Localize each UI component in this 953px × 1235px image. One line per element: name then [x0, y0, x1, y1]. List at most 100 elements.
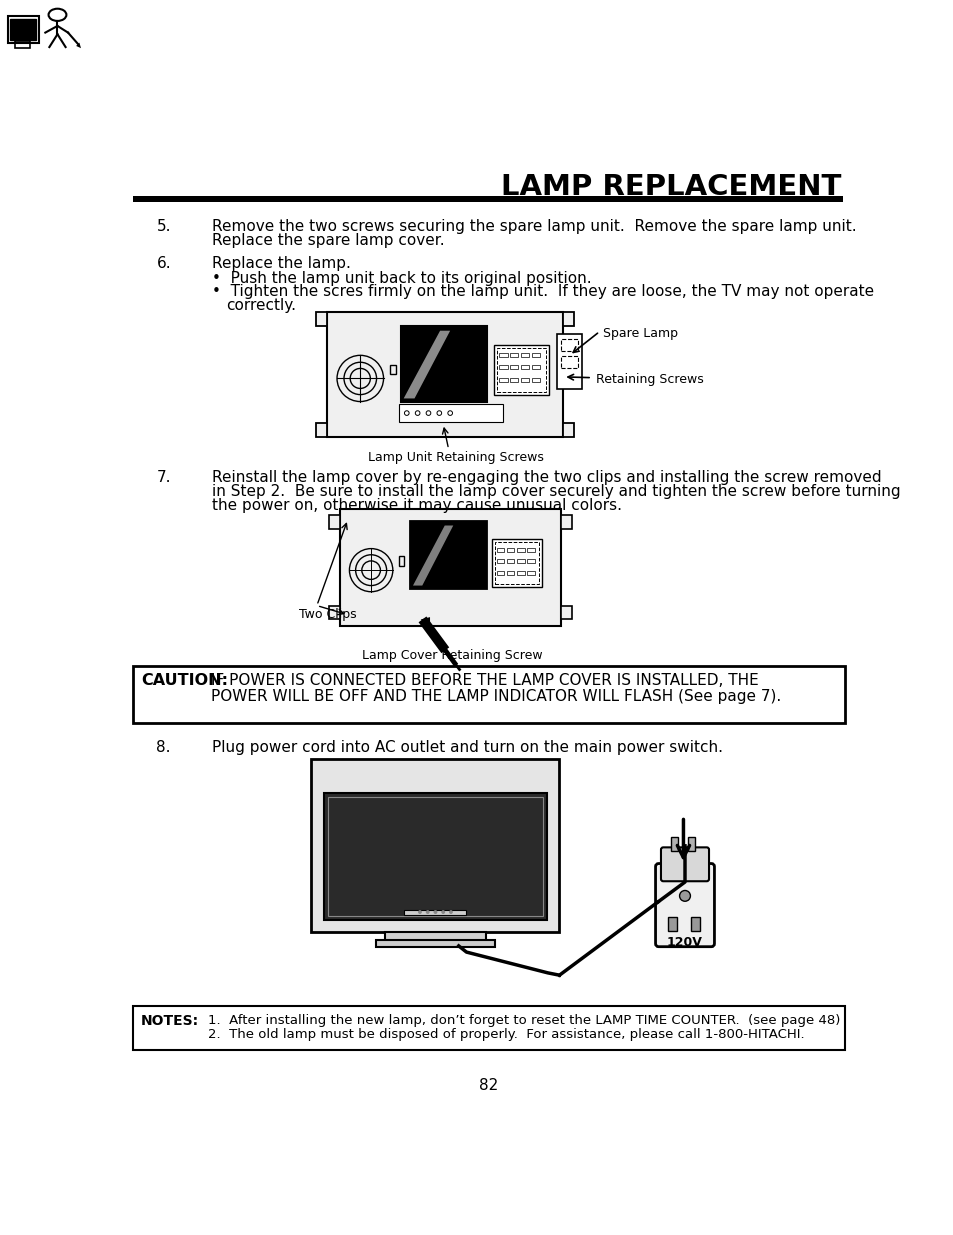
- Text: correctly.: correctly.: [226, 299, 295, 314]
- Bar: [133, 196, 842, 203]
- Bar: [323, 793, 546, 920]
- Bar: [404, 910, 466, 915]
- Text: the power on, otherwise it may cause unusual colors.: the power on, otherwise it may cause unu…: [212, 498, 621, 513]
- Bar: [385, 932, 485, 941]
- Text: •  Push the lamp unit back to its original position.: • Push the lamp unit back to its origina…: [212, 270, 591, 285]
- Bar: [327, 312, 562, 437]
- Bar: [520, 353, 529, 357]
- Bar: [498, 378, 507, 382]
- Bar: [400, 326, 487, 401]
- Text: 82: 82: [478, 1078, 498, 1093]
- Bar: [506, 559, 514, 563]
- Bar: [329, 515, 340, 529]
- Text: Remove the two screws securing the spare lamp unit.  Remove the spare lamp unit.: Remove the two screws securing the spare…: [212, 219, 856, 235]
- Bar: [390, 364, 395, 374]
- Bar: [517, 571, 524, 574]
- Bar: [509, 378, 517, 382]
- Text: 1.  After installing the new lamp, don’t forget to reset the LAMP TIME COUNTER. : 1. After installing the new lamp, don’t …: [208, 1014, 840, 1026]
- Polygon shape: [420, 618, 430, 627]
- Bar: [531, 378, 539, 382]
- Bar: [311, 758, 558, 932]
- Text: Lamp Cover Retaining Screw: Lamp Cover Retaining Screw: [361, 648, 542, 662]
- Bar: [506, 548, 514, 552]
- Text: 6.: 6.: [156, 256, 171, 270]
- Bar: [497, 559, 504, 563]
- Circle shape: [433, 910, 436, 914]
- Bar: [562, 312, 574, 326]
- Circle shape: [449, 910, 453, 914]
- Polygon shape: [403, 331, 450, 399]
- Text: Two Clips: Two Clips: [298, 608, 356, 621]
- Bar: [670, 837, 678, 851]
- Text: 2.  The old lamp must be disposed of properly.  For assistance, please call 1-80: 2. The old lamp must be disposed of prop…: [208, 1028, 804, 1041]
- Bar: [560, 340, 578, 351]
- Bar: [517, 559, 524, 563]
- Circle shape: [417, 910, 421, 914]
- Bar: [498, 366, 507, 369]
- Text: Spare Lamp: Spare Lamp: [602, 327, 678, 340]
- Bar: [315, 424, 327, 437]
- Circle shape: [425, 910, 429, 914]
- Bar: [8, 16, 39, 43]
- Bar: [509, 353, 517, 357]
- Bar: [691, 916, 700, 930]
- Text: Replace the spare lamp cover.: Replace the spare lamp cover.: [212, 233, 444, 248]
- Bar: [340, 509, 560, 626]
- Bar: [410, 521, 487, 589]
- Bar: [506, 571, 514, 574]
- Polygon shape: [413, 526, 453, 585]
- Text: Reinstall the lamp cover by re-engaging the two clips and installing the screw r: Reinstall the lamp cover by re-engaging …: [212, 471, 881, 485]
- Bar: [10, 20, 36, 41]
- Bar: [398, 404, 502, 422]
- Text: Plug power cord into AC outlet and turn on the main power switch.: Plug power cord into AC outlet and turn …: [212, 740, 722, 755]
- Bar: [315, 312, 327, 326]
- Bar: [562, 424, 574, 437]
- Text: NOTES:: NOTES:: [141, 1014, 199, 1028]
- Bar: [497, 548, 504, 552]
- Text: POWER WILL BE OFF AND THE LAMP INDICATOR WILL FLASH (See page 7).: POWER WILL BE OFF AND THE LAMP INDICATOR…: [211, 689, 781, 704]
- Bar: [520, 378, 529, 382]
- Text: IF POWER IS CONNECTED BEFORE THE LAMP COVER IS INSTALLED, THE: IF POWER IS CONNECTED BEFORE THE LAMP CO…: [211, 673, 758, 688]
- Bar: [560, 605, 571, 620]
- Bar: [375, 940, 495, 947]
- Bar: [398, 556, 404, 566]
- Text: 7.: 7.: [156, 471, 171, 485]
- Text: Retaining Screws: Retaining Screws: [596, 373, 703, 387]
- Circle shape: [679, 890, 690, 902]
- FancyBboxPatch shape: [655, 863, 714, 947]
- Bar: [687, 837, 695, 851]
- Text: LAMP REPLACEMENT: LAMP REPLACEMENT: [500, 173, 841, 201]
- Bar: [560, 515, 571, 529]
- Bar: [329, 605, 340, 620]
- Polygon shape: [76, 43, 81, 48]
- Bar: [531, 353, 539, 357]
- Text: •  Tighten the scres firmly on the lamp unit.  If they are loose, the TV may not: • Tighten the scres firmly on the lamp u…: [212, 284, 874, 300]
- Bar: [493, 345, 549, 395]
- Bar: [495, 542, 538, 584]
- Bar: [526, 559, 534, 563]
- Text: 120V: 120V: [666, 936, 702, 948]
- Bar: [560, 356, 578, 368]
- FancyBboxPatch shape: [660, 847, 708, 882]
- Text: Replace the lamp.: Replace the lamp.: [212, 256, 351, 270]
- Bar: [667, 916, 677, 930]
- Bar: [526, 571, 534, 574]
- Bar: [492, 540, 542, 587]
- Text: 5.: 5.: [156, 219, 171, 235]
- Text: in Step 2.  Be sure to install the lamp cover securely and tighten the screw bef: in Step 2. Be sure to install the lamp c…: [212, 484, 900, 499]
- Bar: [497, 347, 546, 391]
- Bar: [526, 548, 534, 552]
- Bar: [498, 353, 507, 357]
- Bar: [15, 42, 30, 48]
- Bar: [133, 666, 843, 722]
- Bar: [133, 1007, 843, 1050]
- Bar: [509, 366, 517, 369]
- Bar: [328, 797, 542, 916]
- Bar: [517, 548, 524, 552]
- Bar: [520, 366, 529, 369]
- Bar: [557, 333, 581, 389]
- Text: CAUTION:: CAUTION:: [141, 673, 228, 688]
- Text: 8.: 8.: [156, 740, 171, 755]
- Bar: [531, 366, 539, 369]
- Text: Lamp Unit Retaining Screws: Lamp Unit Retaining Screws: [368, 451, 544, 464]
